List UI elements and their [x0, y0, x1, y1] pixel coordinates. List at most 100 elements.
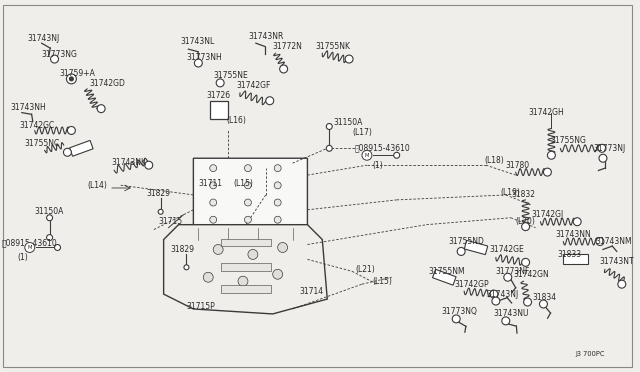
- Text: J3 700PC: J3 700PC: [575, 350, 605, 357]
- Text: M: M: [28, 245, 32, 250]
- Text: 31780: 31780: [506, 161, 530, 170]
- Text: (L20): (L20): [516, 217, 536, 226]
- Text: 31742GC: 31742GC: [20, 121, 55, 130]
- Circle shape: [280, 65, 287, 73]
- Text: 31773NF: 31773NF: [496, 267, 530, 276]
- Circle shape: [457, 247, 465, 256]
- Circle shape: [504, 273, 512, 281]
- Circle shape: [274, 182, 281, 189]
- Text: 31742GD: 31742GD: [89, 79, 125, 89]
- Text: 31743NK: 31743NK: [111, 158, 146, 167]
- Circle shape: [204, 272, 213, 282]
- Circle shape: [274, 199, 281, 206]
- Text: (L16): (L16): [226, 116, 246, 125]
- Circle shape: [598, 144, 606, 152]
- Circle shape: [51, 55, 58, 63]
- Circle shape: [599, 154, 607, 162]
- Text: 31742GE: 31742GE: [490, 245, 525, 254]
- Text: (L19): (L19): [501, 189, 521, 198]
- Circle shape: [25, 243, 35, 253]
- Polygon shape: [221, 263, 271, 271]
- Circle shape: [540, 300, 547, 308]
- Polygon shape: [70, 140, 93, 156]
- Circle shape: [210, 216, 217, 223]
- Circle shape: [184, 265, 189, 270]
- Circle shape: [326, 145, 332, 151]
- Text: 31743NH: 31743NH: [10, 103, 45, 112]
- Text: 31743NR: 31743NR: [248, 32, 284, 41]
- Text: 31715P: 31715P: [186, 302, 215, 311]
- Circle shape: [490, 290, 498, 298]
- Text: 31743NT: 31743NT: [599, 257, 634, 266]
- Text: 31833: 31833: [557, 250, 582, 259]
- Circle shape: [274, 165, 281, 171]
- Text: (L18): (L18): [484, 156, 504, 165]
- Circle shape: [210, 182, 217, 189]
- Text: 31829: 31829: [171, 245, 195, 254]
- Circle shape: [238, 276, 248, 286]
- Text: 31742GH: 31742GH: [529, 108, 564, 117]
- Circle shape: [69, 77, 74, 81]
- Circle shape: [47, 215, 52, 221]
- Text: 31773NG: 31773NG: [42, 49, 77, 59]
- Circle shape: [158, 209, 163, 214]
- Text: 31773NQ: 31773NQ: [442, 307, 477, 317]
- Text: 31772N: 31772N: [273, 42, 303, 51]
- Circle shape: [274, 216, 281, 223]
- Text: 31715: 31715: [159, 217, 183, 226]
- Text: 31743NJ: 31743NJ: [486, 289, 518, 299]
- Circle shape: [244, 165, 252, 171]
- Circle shape: [67, 126, 76, 134]
- Polygon shape: [164, 225, 327, 314]
- Text: (L14): (L14): [87, 180, 107, 189]
- Circle shape: [244, 182, 252, 189]
- Circle shape: [345, 55, 353, 63]
- Circle shape: [244, 216, 252, 223]
- Polygon shape: [433, 269, 456, 285]
- Text: (1): (1): [372, 161, 383, 170]
- Polygon shape: [563, 254, 588, 264]
- Circle shape: [547, 151, 556, 159]
- Text: 31829: 31829: [147, 189, 171, 198]
- Text: 31743NN: 31743NN: [556, 230, 591, 239]
- Text: 31711: 31711: [198, 179, 222, 187]
- Circle shape: [524, 298, 532, 306]
- Text: ⓜ08915-43610: ⓜ08915-43610: [2, 238, 58, 247]
- Circle shape: [492, 297, 500, 305]
- Circle shape: [67, 74, 76, 84]
- Text: 31742GF: 31742GF: [236, 81, 271, 90]
- Circle shape: [522, 223, 529, 231]
- Text: 31773NJ: 31773NJ: [593, 144, 625, 153]
- Circle shape: [216, 79, 224, 87]
- Text: 31743NM: 31743NM: [595, 237, 632, 246]
- Circle shape: [394, 152, 399, 158]
- Text: 31743NU: 31743NU: [494, 310, 529, 318]
- Text: 31742GP: 31742GP: [454, 280, 489, 289]
- Circle shape: [543, 168, 552, 176]
- Text: 31743NJ: 31743NJ: [28, 34, 60, 43]
- Text: (L15): (L15): [372, 277, 392, 286]
- Text: 31743NL: 31743NL: [180, 37, 215, 46]
- Circle shape: [248, 250, 258, 259]
- Text: (L17): (L17): [352, 128, 372, 137]
- Text: 31150A: 31150A: [333, 118, 363, 127]
- Circle shape: [97, 105, 105, 113]
- Text: 31150A: 31150A: [35, 207, 64, 216]
- Polygon shape: [193, 158, 307, 240]
- Polygon shape: [221, 285, 271, 293]
- Text: 31755NE: 31755NE: [213, 71, 248, 80]
- Circle shape: [278, 243, 287, 253]
- Text: (L21): (L21): [355, 265, 375, 274]
- Circle shape: [195, 59, 202, 67]
- Circle shape: [273, 269, 283, 279]
- Circle shape: [63, 148, 72, 156]
- Text: 31742GN: 31742GN: [514, 270, 550, 279]
- Circle shape: [210, 165, 217, 171]
- Circle shape: [452, 315, 460, 323]
- Text: 31759+A: 31759+A: [60, 70, 95, 78]
- Circle shape: [266, 97, 274, 105]
- Text: 31714: 31714: [300, 286, 324, 296]
- Circle shape: [502, 317, 509, 325]
- Circle shape: [618, 280, 626, 288]
- Text: 31755NM: 31755NM: [428, 267, 465, 276]
